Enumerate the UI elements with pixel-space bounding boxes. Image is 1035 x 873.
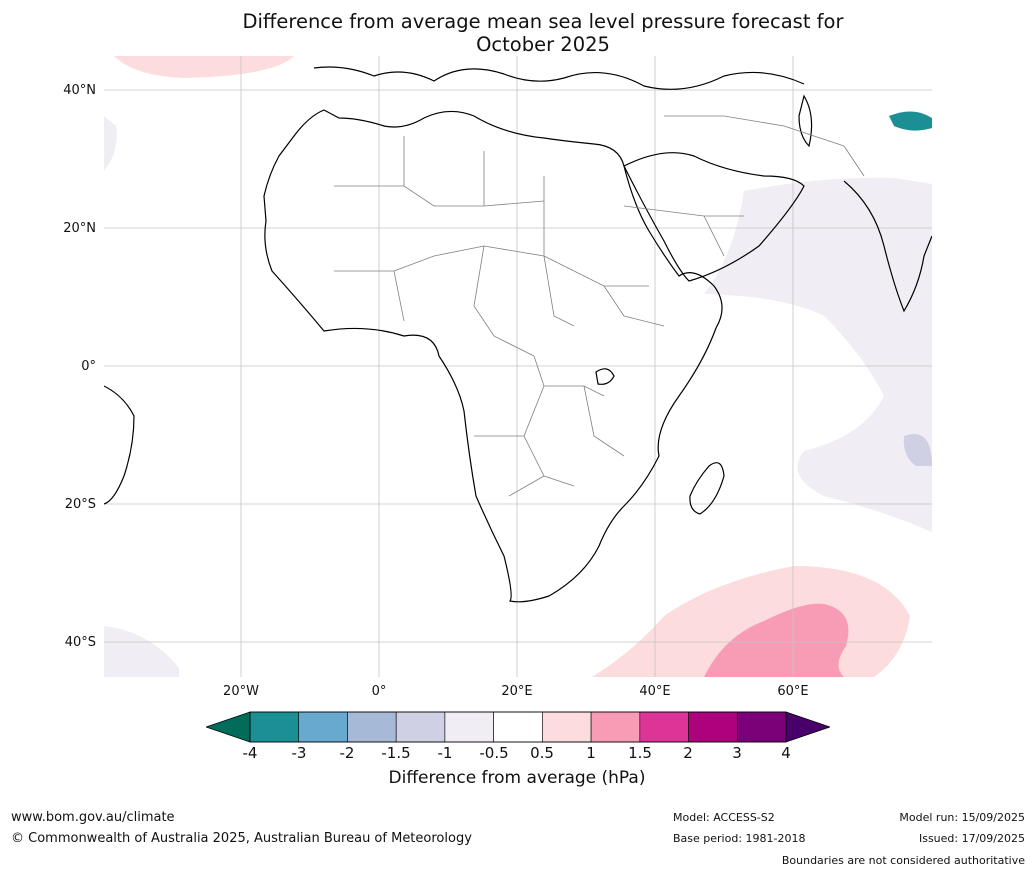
colorbar-segment (590, 711, 641, 743)
colorbar-segment (493, 711, 543, 743)
lon-label-60e: 60°E (777, 684, 809, 699)
footer-issued: Issued: 17/09/2025 (918, 832, 1025, 845)
arabia-coastline (623, 152, 805, 282)
map-panel (104, 56, 932, 677)
lat-label-20s: 20°S (64, 497, 96, 512)
colorbar-segment (542, 711, 592, 743)
colorbar-tick: -3 (291, 744, 307, 762)
colorbar-segment (688, 711, 738, 743)
colorbar-segment (347, 711, 397, 743)
anomaly-lavender-indian-ocean (704, 177, 932, 532)
title-line-1: Difference from average mean sea level p… (242, 10, 844, 33)
colorbar-label: Difference from average (hPa) (388, 768, 646, 788)
anomaly-lavender-west-edge (104, 116, 117, 171)
colorbar-tick: -1.5 (381, 744, 411, 762)
lon-label-20e: 20°E (501, 684, 533, 699)
colorbar-tick: -1 (437, 744, 453, 762)
map-svg (104, 56, 932, 677)
india-coastline (843, 180, 932, 313)
lat-label-40s: 40°S (64, 635, 96, 650)
anomaly-lavender-southwest (104, 626, 179, 677)
colorbar (206, 711, 830, 743)
colorbar-segment (298, 711, 348, 743)
colorbar-segment (395, 711, 446, 743)
colorbar-over-arrow (785, 711, 830, 743)
footer-base-period: Base period: 1981-2018 (673, 832, 806, 845)
coastlines (104, 66, 932, 603)
lat-label-0: 0° (81, 359, 96, 374)
footer-website: www.bom.gov.au/climate (11, 810, 175, 825)
anomaly-rose-southern-ocean-inner (704, 603, 849, 677)
colorbar-tick: 4 (781, 744, 791, 762)
footer-copyright: © Commonwealth of Australia 2025, Austra… (11, 831, 472, 846)
lon-label-20w: 20°W (223, 684, 259, 699)
lat-label-40n: 40°N (63, 83, 96, 98)
country-boundaries (334, 115, 865, 497)
footer-model-run: Model run: 15/09/2025 (899, 811, 1025, 824)
colorbar-tick: -2 (339, 744, 355, 762)
graticule (104, 56, 932, 677)
anomaly-teal-himalaya (889, 111, 932, 131)
anomaly-lilac-indian-ocean (903, 434, 932, 466)
footer-model: Model: ACCESS-S2 (673, 811, 775, 824)
colorbar-segment (736, 711, 787, 743)
colorbar-segment (249, 711, 300, 743)
madagascar-coastline (689, 462, 725, 515)
lon-label-0: 0° (371, 684, 387, 699)
lat-label-20n: 20°N (63, 221, 96, 236)
colorbar-tick: -0.5 (479, 744, 509, 762)
caspian-coastline (798, 94, 813, 148)
colorbar-tick: 0.5 (530, 744, 554, 762)
africa-coastline (263, 109, 723, 603)
colorbar-segment (639, 711, 689, 743)
colorbar-tick: 1.5 (628, 744, 652, 762)
footer-disclaimer: Boundaries are not considered authoritat… (781, 854, 1025, 867)
lon-label-40e: 40°E (639, 684, 671, 699)
south-america-coastline (104, 385, 135, 505)
colorbar-outline (249, 711, 787, 743)
anomaly-pink-north-atlantic (114, 56, 294, 78)
colorbar-under-arrow (206, 711, 251, 743)
colorbar-tick: 1 (586, 744, 596, 762)
colorbar-tick: 3 (732, 744, 742, 762)
europe-coastline (313, 66, 805, 90)
colorbar-tick: -4 (242, 744, 258, 762)
map-title: Difference from average mean sea level p… (150, 10, 936, 56)
title-line-2: October 2025 (476, 33, 610, 56)
lake-victoria (595, 368, 615, 385)
colorbar-segments (249, 711, 787, 743)
colorbar-segment (444, 711, 494, 743)
colorbar-tick: 2 (683, 744, 693, 762)
